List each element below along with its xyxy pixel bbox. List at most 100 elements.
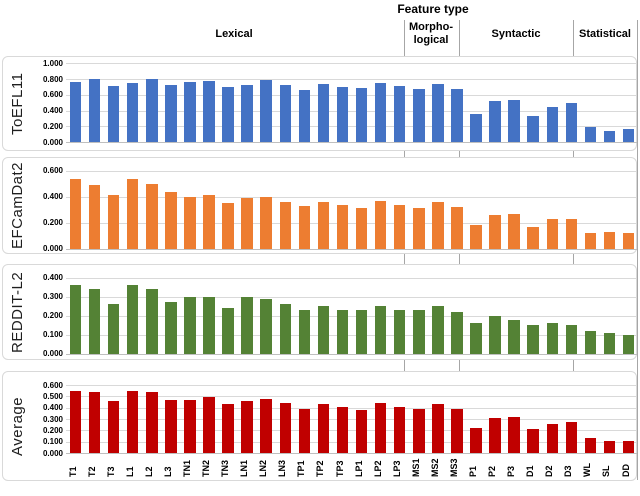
bar-tn1-average [184,399,196,453]
bar-wl-toefl11 [584,127,597,142]
x-tick-label-l2: L2 [143,466,154,477]
bar-wl-efcamdat2 [584,233,597,249]
panel-efcamdat2: EFCamDat2 0.600 0.400 0.200 0.000 [2,157,637,254]
bar-sl-efcamdat2 [603,231,616,249]
y-tick-label: 0.000 [42,137,63,147]
x-tick-label-ln1: LN1 [239,459,250,477]
y-tick-label: 1.000 [42,58,63,68]
bar-d3-reddit-l2 [565,325,578,354]
bar-d3-efcamdat2 [565,218,578,249]
gridline [66,334,637,336]
bar-ln3-efcamdat2 [279,201,292,249]
y-tick-label: 0.300 [42,292,63,302]
bar-tp1-reddit-l2 [298,310,311,354]
bar-p1-efcamdat2 [470,225,482,249]
x-tick-label-d1: D1 [525,465,536,477]
bar-ln2-reddit-l2 [260,298,272,354]
bar-p3-reddit-l2 [508,319,520,354]
bar-ln3-average [279,403,292,453]
bar-p2-toefl11 [489,101,501,142]
bar-d2-reddit-l2 [546,323,559,354]
bar-sl-average [603,440,616,453]
bar-tn2-toefl11 [203,80,215,142]
bar-l3-average [165,399,177,453]
bar-l1-efcamdat2 [126,178,139,249]
bar-lp2-average [374,403,387,453]
bar-tn2-reddit-l2 [203,296,215,354]
bar-lp3-efcamdat2 [393,204,406,249]
bar-tn2-average [203,397,215,453]
x-axis-line [66,142,637,143]
x-tick-label-wl: WL [582,463,593,477]
bar-ms1-reddit-l2 [413,310,425,354]
bar-ms3-average [451,408,463,453]
bar-tp3-efcamdat2 [336,204,349,249]
gridline [66,170,637,172]
bar-t1-reddit-l2 [69,285,82,354]
x-tick-label-lp3: LP3 [391,460,402,477]
x-tick-label-t1: T1 [67,466,78,477]
bar-lp3-reddit-l2 [393,310,406,354]
bar-l3-efcamdat2 [165,191,177,249]
bar-tn3-average [222,404,234,453]
bar-d2-efcamdat2 [546,218,559,249]
y-tick-label: 0.100 [42,330,63,340]
y-tick-label: 0.800 [42,74,63,84]
bar-lp1-average [355,409,368,453]
bar-l2-average [146,391,158,453]
chart-title: Feature type [397,2,469,16]
gridline [66,419,637,420]
bar-d1-reddit-l2 [527,325,539,354]
bar-tn2-efcamdat2 [203,195,215,249]
bar-lp1-reddit-l2 [355,310,368,354]
bar-t3-reddit-l2 [107,304,120,354]
y-tick-label: 0.400 [42,106,63,116]
x-tick-label-sl: SL [601,465,612,477]
bar-tp1-toefl11 [298,90,311,142]
gridline [66,94,637,96]
bar-d1-toefl11 [527,116,539,142]
gridline [66,407,637,409]
bar-sl-reddit-l2 [603,332,616,354]
group-label-syntactic: Syntactic [491,28,541,40]
bar-tp3-average [336,406,349,453]
bar-lp2-reddit-l2 [374,306,387,354]
y-tick-label: 0.200 [42,311,63,321]
axis-title-toefl11: ToEFL11 [9,72,26,135]
bar-tp3-toefl11 [336,86,349,142]
x-axis-line [66,353,637,355]
bar-tn1-toefl11 [184,82,196,142]
x-tick-label-ms2: MS2 [429,458,440,477]
x-axis-line [66,248,637,250]
bar-ms2-average [432,404,444,453]
bar-tn3-reddit-l2 [222,308,234,354]
x-tick-label-tn2: TN2 [201,459,212,477]
bar-ms2-efcamdat2 [432,201,444,249]
y-tick-label: 0.000 [42,244,63,254]
gridline [66,315,637,317]
bar-t2-reddit-l2 [88,289,101,354]
bar-l2-reddit-l2 [146,289,158,354]
bar-d3-toefl11 [565,103,578,142]
bar-wl-reddit-l2 [584,330,597,354]
bar-dd-reddit-l2 [622,334,635,354]
bar-p2-efcamdat2 [489,214,501,249]
group-label-lexical: Lexical [215,28,253,40]
bar-tp3-reddit-l2 [336,310,349,354]
bar-dd-average [622,440,635,453]
gridline [66,396,637,398]
bar-ms3-efcamdat2 [451,207,463,249]
panel-toefl11: ToEFL11 1.000 0.800 0.600 0.400 0.200 0.000 [2,56,637,151]
bar-ln1-average [241,400,253,453]
bar-ms1-toefl11 [413,89,425,142]
bar-lp1-efcamdat2 [355,208,368,249]
column-divider [637,20,638,480]
x-tick-label-tn1: TN1 [181,459,192,477]
bar-l2-efcamdat2 [146,183,158,249]
bar-p3-toefl11 [508,99,520,142]
bar-d1-average [527,429,539,453]
y-tick-label: 0.200 [42,425,63,435]
y-tick-label: 0.600 [42,166,63,176]
bar-t1-efcamdat2 [69,178,82,249]
